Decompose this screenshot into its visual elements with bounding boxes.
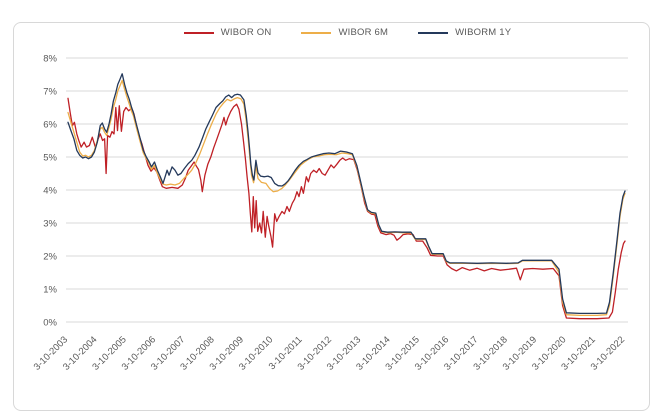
- series-wiborm-1y: [67, 73, 626, 315]
- y-tick-label: 1%: [43, 285, 57, 296]
- legend-item-wibor-on: WIBOR ON: [183, 27, 272, 38]
- legend-line-icon: [183, 31, 214, 34]
- y-tick-label: 7%: [43, 87, 57, 98]
- y-tick-label: 0%: [43, 318, 57, 329]
- legend-line-icon: [418, 31, 449, 34]
- series-wibor-on: [67, 97, 626, 320]
- series-wibor-6m: [67, 79, 626, 317]
- y-tick-label: 2%: [43, 252, 57, 263]
- y-tick-label: 8%: [43, 54, 57, 65]
- y-tick-label: 6%: [43, 120, 57, 131]
- legend-line-icon: [301, 31, 332, 34]
- legend-label: WIBOR ON: [220, 27, 272, 38]
- legend-item-wiborm-1y: WIBORM 1Y: [418, 27, 511, 38]
- y-tick-label: 5%: [43, 153, 57, 164]
- legend-label: WIBORM 1Y: [455, 27, 512, 38]
- y-tick-label: 3%: [43, 219, 57, 230]
- chart-legend: WIBOR ON WIBOR 6M WIBORM 1Y: [68, 27, 627, 38]
- legend-label: WIBOR 6M: [338, 27, 389, 38]
- y-tick-label: 4%: [43, 186, 57, 197]
- legend-item-wibor-6m: WIBOR 6M: [301, 27, 388, 38]
